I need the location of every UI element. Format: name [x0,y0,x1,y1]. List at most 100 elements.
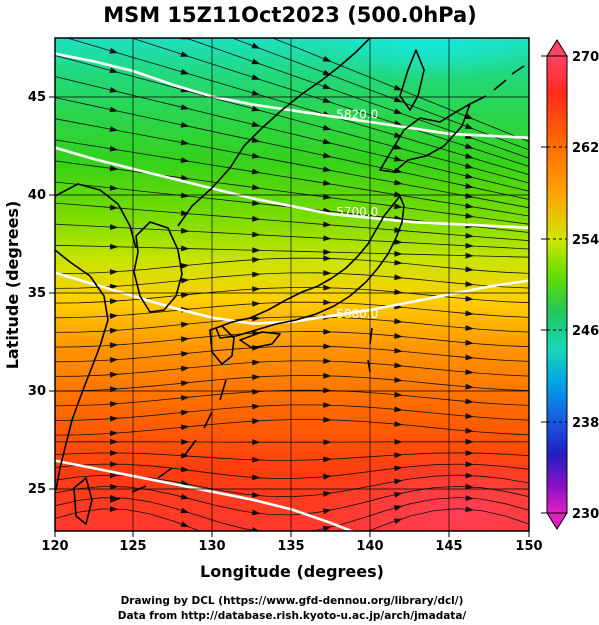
wind-arrow-icon [181,439,190,445]
wind-arrow-icon [180,480,190,486]
wind-arrow-icon [109,313,119,319]
contour-line [55,459,355,531]
colorbar-tick-label: 262 [572,141,599,156]
wind-arrow-icon [323,543,332,549]
wind-arrow-icon [251,168,261,175]
mainland-coast [55,38,371,249]
coastline [55,38,525,525]
wind-arrow-icon [109,28,118,34]
contour-label: 5880.0 [336,307,378,321]
wind-arrow-icon [109,126,119,132]
wind-arrow-icon [322,508,332,515]
wind-arrow-icon [394,478,403,485]
wind-arrow-icon [464,113,474,120]
grid-lines [55,38,529,531]
wind-arrow-icon [322,55,332,62]
wind-arrow-icon [465,413,474,419]
wind-arrow-icon [322,83,332,89]
korea-coast [133,221,183,313]
wind-arrow-icon [394,406,403,413]
wind-arrow-icon [252,256,261,263]
wind-arrow-icon [109,106,119,113]
wind-arrow-icon [180,277,190,284]
wind-arrow-icon [109,224,119,230]
height-contours: 5820.0 5700.0 5880.0 [55,52,529,531]
wind-arrow-icon [251,137,261,143]
streamline [184,38,529,159]
streamline [55,76,529,192]
wind-arrow-icon [322,97,332,103]
wind-arrow-icon [180,521,190,527]
wind-arrow-icon [323,439,332,446]
wind-arrow-icon [323,221,332,228]
wind-arrow-icon [252,215,261,222]
wind-arrow-icon [393,96,403,103]
wind-arrow-icon [109,269,119,275]
wind-arrow-icon [109,145,119,152]
wind-arrow-icon [465,427,474,434]
wind-arrow-icon [109,184,119,191]
y-axis-label: Latitude (degrees) [3,201,22,370]
wind-arrow-icon [252,439,261,446]
wind-arrow-icon [465,354,474,361]
wind-arrow-icon [323,343,332,350]
wind-arrow-icon [465,310,474,317]
wind-arrow-icon [464,153,474,159]
y-tick-label: 30 [28,384,46,399]
wind-arrow-icon [252,231,261,238]
wind-arrow-icon [393,120,403,126]
streamline [55,316,529,333]
wind-arrow-icon [251,509,261,516]
colorbar-tick-label: 270 [572,50,599,65]
colorbar-tick-label: 254 [572,233,599,248]
streamline [65,38,529,176]
wind-arrow-icon [322,166,332,172]
wind-arrow-icon [180,395,190,401]
wind-arrow-icon [465,495,474,501]
streamline [55,375,529,392]
x-tick-label: 150 [515,539,542,554]
wind-arrow-icon [465,325,474,331]
wind-arrow-icon [323,402,332,408]
wind-arrow-icon [393,505,403,511]
streamline [55,160,529,225]
chart-title: MSM 15Z11Oct2023 (500.0hPa) [103,3,477,27]
wind-arrow-icon [465,252,474,259]
streamline [55,497,529,531]
wind-arrow-icon [109,298,119,305]
x-tick-label: 145 [435,539,462,554]
wind-arrow-icon [465,281,474,287]
wind-arrow-icon [109,47,119,54]
y-tick-label: 45 [28,90,46,105]
wind-arrow-icon [394,318,403,325]
cold-region [320,38,529,80]
wind-arrow-icon [323,299,332,306]
wind-arrow-icon [251,105,261,112]
wind-arrow-icon [110,472,119,479]
wind-arrow-icon [394,391,403,398]
wind-arrow-icon [110,483,119,490]
streamline [55,287,529,304]
wind-arrow-icon [252,545,261,551]
wind-arrow-icon [465,506,474,513]
wind-arrow-icon [465,369,474,375]
colorbar-tick-label: 246 [572,324,599,339]
wind-arrow-icon [394,259,403,266]
wind-arrow-icon [465,398,474,405]
wind-arrow-icon [465,212,474,219]
wind-arrow-icon [251,184,261,191]
wind-arrow-icon [110,450,119,456]
wind-arrow-icon [180,507,190,514]
wind-arrow-icon [180,466,190,473]
wind-arrow-icon [180,51,190,57]
wind-arrow-icon [252,456,261,463]
wind-arrow-icon [322,180,332,186]
wind-arrow-icon [252,374,261,381]
wind-arrow-icon [109,283,119,290]
wind-arrow-icon [323,249,332,255]
wind-arrow-icon [322,124,332,131]
contour-label: 5820.0 [336,107,378,121]
wind-arrow-icon [465,461,474,468]
wind-arrow-icon [394,203,403,210]
wind-arrow-icon [323,473,332,480]
